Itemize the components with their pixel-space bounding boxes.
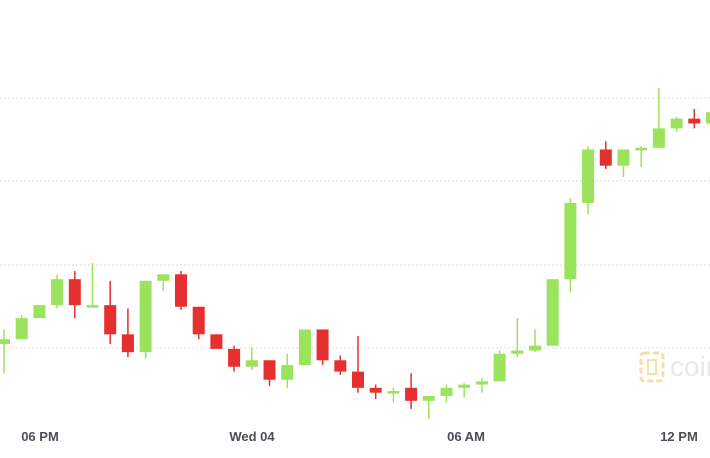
candle-bearish <box>688 108 701 129</box>
candle-body <box>245 360 258 367</box>
candle-body <box>546 279 559 346</box>
candle-body <box>228 348 241 367</box>
candle-body <box>0 339 10 345</box>
watermark: coin <box>639 351 710 383</box>
candle-bullish <box>546 279 559 346</box>
candle-body <box>104 305 117 335</box>
candle-body <box>298 329 311 366</box>
candle-bullish <box>86 262 99 308</box>
candle-body <box>458 384 471 388</box>
x-axis: 06 PM Wed 04 06 AM 12 PM <box>21 429 698 444</box>
candle-body <box>263 360 276 380</box>
candle-body <box>139 280 152 353</box>
x-tick-label: Wed 04 <box>229 429 275 444</box>
candle-bullish <box>529 329 541 353</box>
candle-body <box>564 202 577 280</box>
candle-bullish <box>564 198 577 293</box>
candle-body <box>635 147 648 151</box>
candle-body <box>68 279 81 306</box>
candle-bearish <box>405 373 418 409</box>
candle-bullish <box>670 117 683 132</box>
candle-body <box>405 387 418 401</box>
candle-body <box>493 353 506 382</box>
candle-body <box>529 345 541 351</box>
candle-body <box>121 334 134 353</box>
candle-body <box>617 149 630 166</box>
candle-bullish <box>493 350 506 382</box>
candle-bullish <box>139 280 152 359</box>
candle-bearish <box>369 384 382 400</box>
candle-bearish <box>192 306 205 340</box>
candle-bullish <box>511 318 524 358</box>
candle-body <box>316 329 329 361</box>
candle-body <box>51 279 64 306</box>
candle-body <box>334 360 347 372</box>
x-tick-label: 06 AM <box>447 429 485 444</box>
candle-body <box>670 118 683 129</box>
candle-bullish <box>15 314 28 340</box>
candle-body <box>157 274 170 281</box>
candle-body <box>652 128 665 148</box>
candle-bearish <box>599 141 612 169</box>
candle-body <box>706 112 710 124</box>
candle-body <box>511 350 524 354</box>
x-tick-label: 12 PM <box>660 429 698 444</box>
candle-bearish <box>228 345 241 372</box>
watermark-text: coin <box>670 351 710 382</box>
candle-bearish <box>263 360 276 387</box>
x-tick-label: 06 PM <box>21 429 59 444</box>
candle-bullish <box>582 146 595 215</box>
candle-bullish <box>245 347 258 370</box>
candle-body <box>475 381 488 385</box>
candle-bearish <box>210 334 223 349</box>
candle-bearish <box>352 335 364 393</box>
candle-bullish <box>157 274 170 291</box>
candle-bullish <box>51 274 64 309</box>
candle-bullish <box>440 384 453 403</box>
candle-body <box>33 305 46 319</box>
candle-bullish <box>458 382 471 398</box>
candle-body <box>387 391 400 394</box>
candle-bearish <box>104 280 117 345</box>
candle-body <box>422 395 435 401</box>
candle-body <box>281 365 294 380</box>
candle-bearish <box>68 271 81 319</box>
candle-bullish <box>475 378 488 393</box>
candle-body <box>440 387 453 396</box>
candle-bullish <box>0 329 10 374</box>
candle-body <box>599 149 612 166</box>
candle-body <box>369 387 382 393</box>
candle-body <box>15 318 28 340</box>
candle-body <box>192 306 205 335</box>
candle-body <box>582 149 595 203</box>
candles <box>0 87 710 419</box>
candle-bullish <box>652 87 665 148</box>
candle-bullish <box>422 395 435 419</box>
candle-bearish <box>316 329 329 366</box>
watermark-logo-icon <box>639 351 665 383</box>
candle-body <box>352 371 364 388</box>
candle-bearish <box>334 355 347 375</box>
candle-bullish <box>298 329 311 366</box>
candle-body <box>210 334 223 349</box>
candle-bearish <box>175 271 187 310</box>
candle-body <box>175 274 187 307</box>
candle-bearish <box>121 308 134 358</box>
candle-bullish <box>281 353 294 388</box>
candle-bullish <box>617 149 630 178</box>
candle-body <box>86 305 99 308</box>
candle-bullish <box>33 305 46 319</box>
candle-bullish <box>706 112 710 124</box>
candle-body <box>688 118 701 124</box>
candle-bullish <box>635 146 648 168</box>
candle-bullish <box>387 387 400 403</box>
